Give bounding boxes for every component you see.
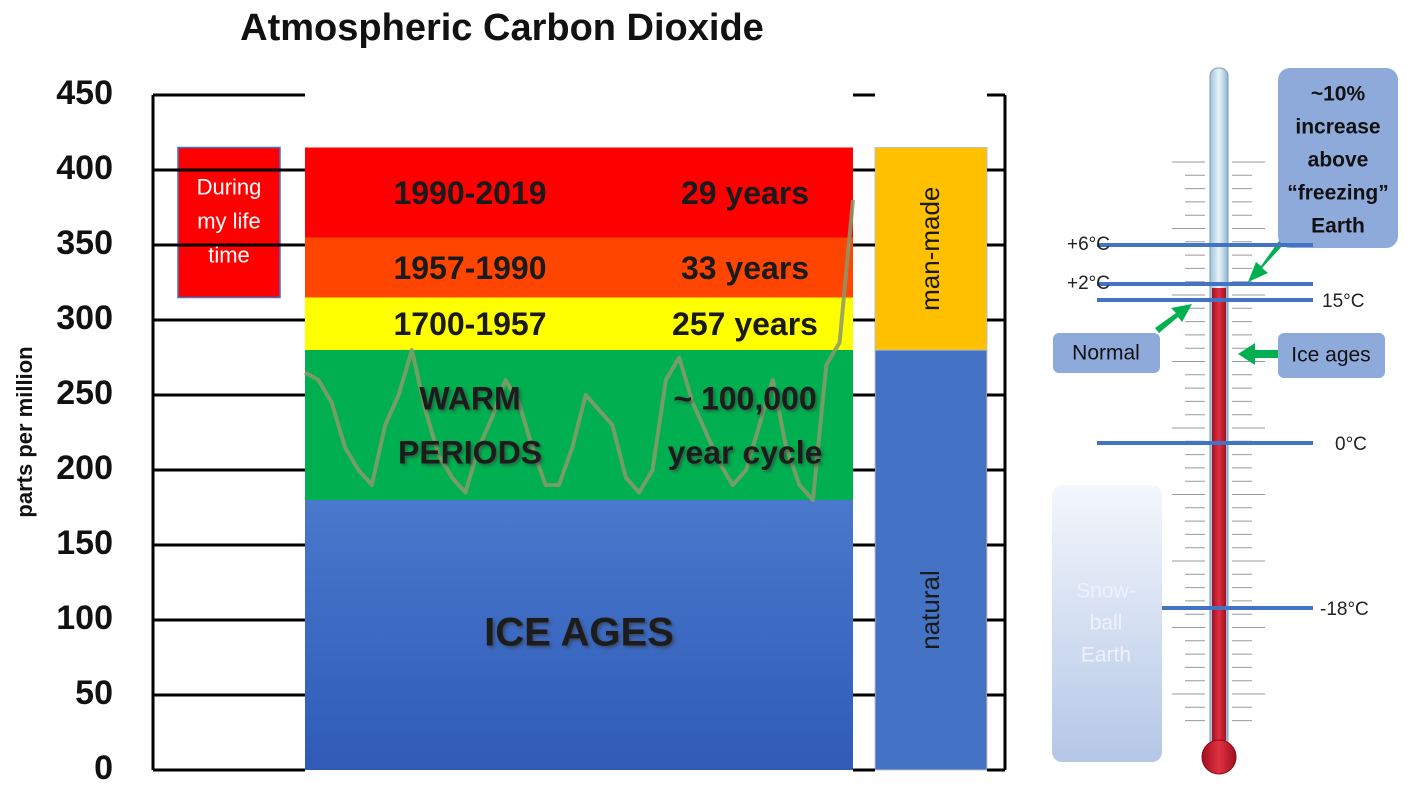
temperature-label: +2°C [1067,273,1110,294]
source-label: man-made [915,187,945,311]
y-tick-label: 250 [56,374,113,412]
y-tick-label: 350 [56,224,113,262]
thermometer-bulb [1202,740,1236,774]
temperature-label: 15°C [1322,291,1364,312]
callout-text: increase [1295,116,1380,139]
band-name: 33 years [681,250,809,286]
source-bar [875,350,987,770]
thermometer-mercury [1212,288,1226,748]
callout-text: Earth [1081,644,1131,667]
page: Atmospheric Carbon Dioxide parts per mil… [0,0,1409,785]
y-tick-label: 450 [56,74,113,112]
temperature-label: +6°C [1067,234,1110,255]
band-name: 1957-1990 [393,250,546,286]
y-tick-label: 300 [56,299,113,337]
y-tick-label: 200 [56,449,113,487]
band-name: 257 years [672,306,818,342]
life-box-text: my life [197,208,261,233]
arrow [1155,304,1192,333]
callout-text: Snow- [1076,580,1136,603]
y-tick-label: 0 [94,749,113,785]
thermometer: +6°C +2°C 15°C 0°C -18°C ~10% increase above “fr… [1052,68,1398,774]
band-label: ICE AGES [484,611,674,655]
band-name: 1990-2019 [393,175,546,211]
callout-text: ~10% [1311,83,1366,106]
callout-text: Ice ages [1291,344,1370,367]
source-label: natural [915,570,945,650]
y-tick-label: 150 [56,524,113,562]
callout-text: ball [1090,612,1123,635]
y-tick-label: 50 [75,674,113,712]
callout-text: “freezing” [1287,182,1389,205]
plot: ICE AGES WARM PERIODS ~ 100,000 year cycle 17… [56,74,1005,785]
callout-text: Normal [1072,342,1140,365]
chart-title: Atmospheric Carbon Dioxide [240,7,764,49]
y-tick-label: 100 [56,599,113,637]
y-axis-label: parts per million [12,346,37,517]
band-name: WARM [419,380,520,416]
y-tick-label: 400 [56,149,113,187]
temperature-label: 0°C [1335,434,1367,455]
band-name: 29 years [681,175,809,211]
band-name: PERIODS [398,434,542,470]
callout-text: above [1308,149,1369,172]
callout-text: Earth [1311,215,1365,238]
temperature-label: -18°C [1320,599,1369,620]
band-name: 1700-1957 [393,306,546,342]
arrow [1248,241,1283,282]
band-name: year cycle [668,434,823,470]
band-name: ~ 100,000 [673,380,816,416]
life-box-text: During [197,174,262,199]
